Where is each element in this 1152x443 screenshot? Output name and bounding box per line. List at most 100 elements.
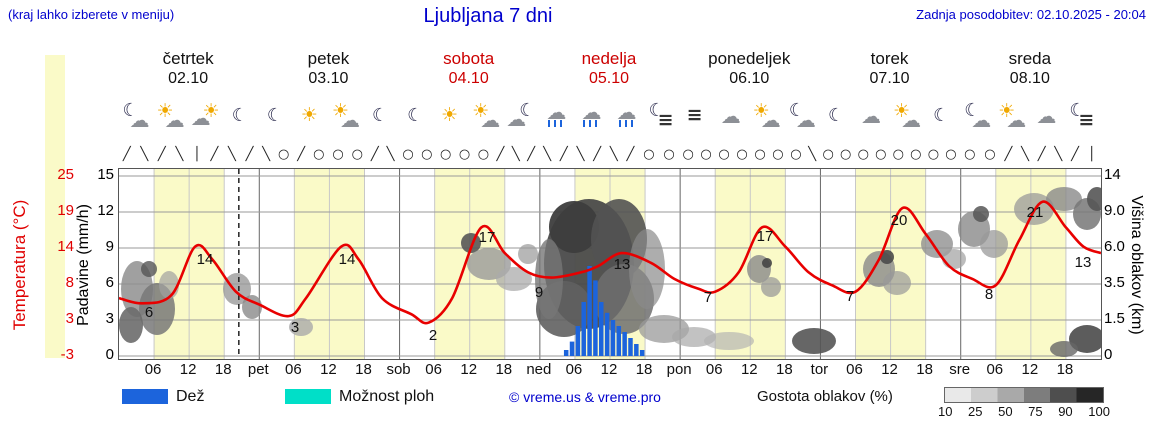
cloud-blob xyxy=(942,249,966,269)
temperature-point-label: 6 xyxy=(145,304,153,321)
sun-glyph: ☀ xyxy=(441,104,459,126)
sun-cloud-icon: ☀ ☁ xyxy=(892,102,922,132)
moon-glyph: ☾ xyxy=(933,105,950,126)
day-name: ponedeljek xyxy=(708,49,791,68)
day-header-petek: petek 03.10 xyxy=(258,48,398,89)
rain-bar xyxy=(604,312,610,356)
cloud-blob xyxy=(1069,325,1105,353)
moon-lines-icon: ☾ ≡ xyxy=(1067,102,1097,132)
temperature-point-label: 14 xyxy=(339,251,356,268)
cloud-blob xyxy=(973,206,989,222)
wind-barb-icon: ╲ xyxy=(543,146,552,162)
moon-glyph: ☾ xyxy=(519,100,536,121)
moon-glyph: ☾ xyxy=(231,105,248,126)
menu-hint-text: (kraj lahko izberete v meniju) xyxy=(8,7,175,22)
cloud-height-tick: 6.0 xyxy=(1104,238,1125,255)
day-name: četrtek xyxy=(162,49,214,68)
temperature-tick: 3 xyxy=(65,310,74,327)
temperature-point-label: 13 xyxy=(614,256,631,273)
cloud-density-scale-value: 75 xyxy=(1028,404,1043,419)
rain-legend-label: Dež xyxy=(176,388,205,405)
cloud-glyph: ☁ xyxy=(616,100,637,124)
sun-glyph: ☀ xyxy=(202,100,220,122)
calm-wind-icon: ○ xyxy=(332,146,344,162)
sun-glyph: ☀ xyxy=(472,100,490,122)
cloud-glyph: ☁ xyxy=(971,108,992,132)
cloud-height-tick: 0 xyxy=(1104,346,1113,363)
sun-glyph: ☀ xyxy=(300,104,318,126)
cloud-blob xyxy=(1050,341,1078,357)
wind-barb-icon: ╱ xyxy=(1071,146,1079,162)
calm-wind-icon: ○ xyxy=(682,146,694,162)
day-abbrev-tick: sob xyxy=(386,361,411,378)
wind-barb-icon: ╲ xyxy=(609,146,618,162)
drops-glyph xyxy=(618,120,633,127)
calm-wind-icon: ○ xyxy=(402,146,414,162)
rain-bar xyxy=(587,266,592,356)
cloud-blob xyxy=(289,318,313,336)
wind-barb-icon: ╱ xyxy=(370,146,379,162)
temperature-tick: 8 xyxy=(65,274,74,291)
calm-wind-icon: ○ xyxy=(927,146,940,162)
wind-barb-icon: ╲ xyxy=(140,146,149,162)
cloud-glyph: ☁ xyxy=(901,108,922,132)
sun-cloud-icon: ☀ ☁ xyxy=(331,102,361,132)
calm-wind-icon: ○ xyxy=(458,146,471,162)
meteogram-svg: 6 14 3 14 2 17 9 13 7 17 7 20 8 21 13 xyxy=(118,169,1107,359)
calm-wind-icon: ○ xyxy=(313,146,325,162)
meteogram-plot: 6 14 3 14 2 17 9 13 7 17 7 20 8 21 13 xyxy=(118,168,1107,360)
hour-tick: 18 xyxy=(1056,361,1074,378)
calm-wind-icon: ○ xyxy=(822,146,834,162)
wind-barb-icon: ╲ xyxy=(808,146,817,162)
hour-tick: 06 xyxy=(144,361,162,378)
calm-wind-icon: ○ xyxy=(910,146,922,162)
wind-barb-icon: ╲ xyxy=(228,146,236,162)
wind-barb-icon: ╱ xyxy=(210,146,219,162)
cloud-blob xyxy=(792,328,836,354)
cloud-density-scale-value: 25 xyxy=(968,404,983,419)
day-abbrev-tick: pon xyxy=(666,361,692,378)
wind-barb-icon: ╲ xyxy=(576,146,585,162)
weather-icons-row: ☾ ☁ ☀ ☁ ☀ ☁ ☾ ☾ ☀ ☀ ☁ ☾ ☾ ☀ ☀ ☁ ☾ ☁ ☁ ☁ ☁ ☾ ≡ ≡ ☁ ☀ ☁ ☾ ☁ ☾ ☁ ☀ ☁ ☾ ☾ ☁ ☀ ☁ ☁ ☾… xyxy=(118,96,1100,138)
sun-icon: ☀ xyxy=(296,102,326,132)
calm-wind-icon: ○ xyxy=(875,146,887,162)
temperature-point-label: 17 xyxy=(479,229,496,246)
calm-wind-icon: ○ xyxy=(772,146,784,162)
calm-wind-icon: ○ xyxy=(964,146,976,162)
calm-wind-icon: ○ xyxy=(840,146,852,162)
sun-glyph: ☀ xyxy=(998,100,1016,122)
temperature-point-label: 17 xyxy=(757,228,774,245)
calm-wind-icon: ○ xyxy=(700,146,712,162)
cloud-glyph: ☁ xyxy=(720,104,741,128)
rain-icon: ☁ xyxy=(541,102,571,132)
cloud-height-tick: 14 xyxy=(1104,166,1121,183)
cloud-glyph: ☁ xyxy=(581,100,602,124)
wind-barb-icon: ╱ xyxy=(1037,146,1046,162)
day-abbrev-tick: ned xyxy=(526,361,552,378)
cloud-height-tick: 9.0 xyxy=(1104,202,1125,219)
temperature-point-label: 14 xyxy=(197,251,214,268)
calm-wind-icon: ○ xyxy=(754,146,766,162)
wind-barb-icon: │ xyxy=(1087,146,1096,162)
wind-barb-icon: ╲ xyxy=(1021,146,1029,162)
moon-icon: ☾ xyxy=(366,102,396,132)
moon-icon: ☾ xyxy=(822,102,852,132)
wind-day-sobota: ○ ○ ○ ○ ○ ╱ ╲ ╱ xyxy=(399,143,539,165)
hour-tick: 12 xyxy=(179,361,197,378)
sun-cloud-icon: ☀ ☁ xyxy=(752,102,782,132)
precipitation-tick: 12 xyxy=(97,202,114,219)
rain-bar xyxy=(628,338,633,356)
temperature-point-label: 8 xyxy=(985,286,993,303)
day-abbrev-tick: pet xyxy=(247,361,269,378)
day-name: sreda xyxy=(1008,49,1052,68)
moon-glyph: ☾ xyxy=(1069,100,1086,121)
cloud-blob xyxy=(119,307,143,343)
calm-wind-icon: ○ xyxy=(945,146,957,162)
temperature-axis-label: Temperatura (°C) xyxy=(10,199,29,331)
cloud-icon: ☁ xyxy=(1032,102,1062,132)
day-header-torek: torek 07.10 xyxy=(819,48,959,89)
copyright-link[interactable]: © vreme.us & vreme.pro xyxy=(509,389,661,405)
sun-glyph: ☀ xyxy=(331,100,349,122)
wind-barb-icon: ╱ xyxy=(559,146,568,162)
calm-wind-icon: ○ xyxy=(663,146,675,162)
